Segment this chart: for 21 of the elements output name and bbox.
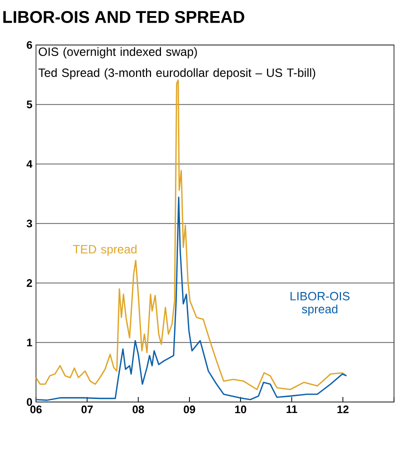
line-series — [35, 79, 348, 390]
chart-title: LIBOR-OIS AND TED SPREAD — [3, 10, 244, 23]
x-tick-label: 09 — [184, 406, 196, 414]
y-tick-label: 5 — [26, 100, 32, 108]
text: LIBOR-OIS spread — [290, 292, 350, 316]
y-tick-label: 6 — [26, 41, 32, 49]
y-tick-label: 2 — [26, 279, 32, 287]
x-tick-label: 12 — [337, 406, 349, 414]
y-tick-label: 0 — [26, 398, 32, 406]
y-tick-label: 4 — [26, 160, 32, 168]
series-label: TED spread — [73, 244, 136, 256]
x-tick-label: 08 — [132, 406, 144, 414]
annotation: OIS (overnight indexed swap) — [38, 47, 197, 58]
y-tick-label: 1 — [27, 338, 32, 346]
x-tick-label: 06 — [30, 406, 42, 414]
y-tick-label: 3 — [26, 220, 32, 228]
line-series — [35, 196, 348, 401]
x-tick-label: 07 — [81, 406, 93, 414]
x-tick-label: 10 — [235, 406, 246, 414]
annotation: Ted Spread (3-month eurodollar deposit – US T-bill) — [38, 68, 316, 80]
x-tick-label: 11 — [286, 406, 298, 414]
